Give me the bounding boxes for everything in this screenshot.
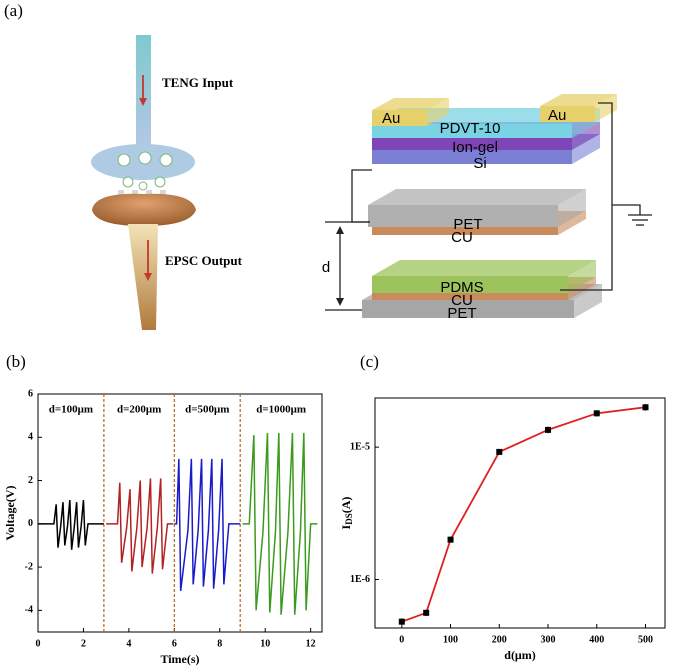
x-tick-label: 10 xyxy=(260,638,270,649)
y-tick-label: 6 xyxy=(28,388,33,399)
device-label: d xyxy=(322,259,330,276)
slab-front xyxy=(540,106,595,122)
y-tick-label: 0 xyxy=(28,518,33,529)
slab-side xyxy=(574,284,602,318)
diagram-shapes xyxy=(91,35,652,330)
x-tick-label: 12 xyxy=(306,638,316,649)
y-axis-label-part: (A) xyxy=(339,497,353,514)
panel-label: (a) xyxy=(4,1,23,20)
slab-front xyxy=(362,300,574,318)
device-label: Au xyxy=(548,107,566,124)
device-label: CU xyxy=(451,229,473,246)
y-axis-label: IDS(A) xyxy=(339,497,354,530)
device-label: PDVT-10 xyxy=(440,120,501,137)
marker xyxy=(593,410,600,417)
y-axis-label-part: I xyxy=(339,524,353,529)
y-axis-label: Voltage(V) xyxy=(3,486,17,541)
slab-side xyxy=(572,134,600,164)
y-tick-label: -2 xyxy=(25,561,33,572)
slab-side xyxy=(572,122,600,150)
x-tick-label: 6 xyxy=(172,638,177,649)
panel-label: (b) xyxy=(6,352,26,371)
slab-top xyxy=(368,189,586,205)
series-line xyxy=(38,499,104,550)
marker xyxy=(447,536,454,543)
annotation: d=1000μm xyxy=(256,404,306,416)
slab-top xyxy=(372,98,449,110)
panel-label: (c) xyxy=(360,352,379,371)
x-tick-label: 0 xyxy=(399,634,404,645)
y-tick-label: 2 xyxy=(28,475,33,486)
annotation: d=500μm xyxy=(185,404,229,416)
slab-top xyxy=(372,260,596,276)
marker xyxy=(496,448,503,455)
x-tick-label: 2 xyxy=(81,638,86,649)
x-tick-label: 8 xyxy=(217,638,222,649)
annotation: d=100μm xyxy=(49,404,93,416)
x-tick-label: 400 xyxy=(589,634,604,645)
x-axis-label: Time(s) xyxy=(160,652,199,666)
device-label: Ion-gel xyxy=(452,139,498,156)
y-axis-label-part: DS xyxy=(344,513,354,525)
marker xyxy=(423,609,430,616)
plot-frame xyxy=(37,393,323,633)
marker xyxy=(545,426,552,433)
x-tick-label: 200 xyxy=(492,634,507,645)
synapse-label: EPSC Output xyxy=(165,253,243,268)
x-tick-label: 0 xyxy=(36,638,41,649)
slab-side xyxy=(558,189,586,227)
slab-front xyxy=(372,110,427,126)
y-tick-label: 4 xyxy=(28,432,33,443)
device-label: Au xyxy=(382,110,400,127)
slab-side xyxy=(558,211,586,235)
slab-side xyxy=(427,98,449,126)
x-axis-label: d(μm) xyxy=(504,648,535,662)
synapse-label: TENG Input xyxy=(162,75,234,90)
series-line xyxy=(401,406,646,623)
slab-front xyxy=(372,124,572,138)
device-label: Si xyxy=(473,155,486,172)
slab-front xyxy=(372,150,572,164)
x-tick-label: 300 xyxy=(541,634,556,645)
slab-side xyxy=(595,94,617,122)
y-tick-label: 1E-5 xyxy=(350,441,370,452)
device-label: PET xyxy=(447,305,476,322)
slab-front xyxy=(372,138,572,150)
x-tick-label: 4 xyxy=(126,638,131,649)
plot-frame xyxy=(374,397,666,629)
series-line xyxy=(174,458,241,591)
marker xyxy=(642,404,649,411)
slab-top xyxy=(540,94,617,106)
series-line xyxy=(106,478,174,574)
x-tick-label: 500 xyxy=(638,634,653,645)
slab-front xyxy=(372,227,558,235)
slab-front xyxy=(372,276,568,293)
slab-front xyxy=(368,205,558,227)
device-label: PET xyxy=(453,216,482,233)
slab-side xyxy=(568,277,596,300)
slab-front xyxy=(372,293,568,300)
slab-side xyxy=(568,260,596,293)
y-tick-label: -4 xyxy=(25,605,33,616)
y-tick-label: 1E-6 xyxy=(350,574,370,585)
device-label: CU xyxy=(451,292,473,309)
series-line xyxy=(242,432,318,615)
annotation: d=200μm xyxy=(117,404,161,416)
marker xyxy=(398,618,405,625)
device-label: PDMS xyxy=(440,279,483,296)
x-tick-label: 100 xyxy=(443,634,458,645)
